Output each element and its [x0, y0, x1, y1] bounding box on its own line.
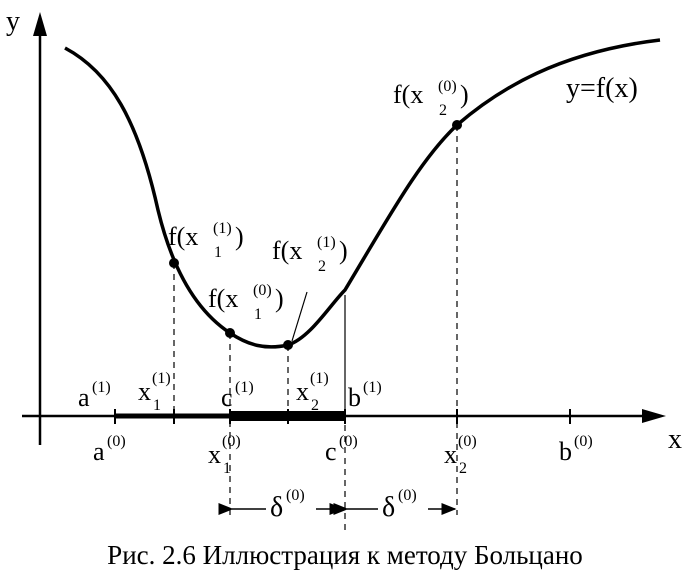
svg-text:(1): (1) — [235, 379, 254, 396]
svg-text:f(x: f(x — [208, 284, 238, 313]
label-x2-1: x (1) 2 — [296, 370, 329, 414]
svg-text:2: 2 — [439, 102, 447, 119]
label-f-x2-0: f(x (0) 2 ) — [393, 78, 469, 119]
svg-text:): ) — [235, 222, 244, 251]
point-f-x2-0 — [452, 120, 462, 130]
curve-label: y=f(x) — [566, 73, 638, 104]
svg-text:1: 1 — [153, 397, 161, 414]
svg-text:1: 1 — [223, 460, 231, 477]
svg-text:(1): (1) — [152, 370, 171, 387]
svg-text:2: 2 — [318, 258, 326, 275]
svg-text:δ: δ — [382, 492, 395, 523]
svg-text:c: c — [221, 383, 233, 412]
svg-text:2: 2 — [311, 397, 319, 414]
svg-text:(1): (1) — [317, 234, 336, 251]
svg-text:c: c — [325, 437, 337, 466]
svg-text:f(x: f(x — [168, 222, 198, 251]
svg-text:1: 1 — [214, 244, 222, 261]
svg-text:b: b — [559, 437, 572, 466]
svg-text:): ) — [460, 80, 469, 109]
x-axis-label: x — [668, 424, 682, 455]
point-f-x1-1 — [169, 258, 179, 268]
label-f-x1-1: f(x (1) 1 ) — [168, 220, 244, 261]
leader-f-x2-1 — [291, 291, 308, 342]
point-f-x1-0 — [225, 328, 235, 338]
projection-lines — [173, 125, 458, 530]
x-axis-arrow-icon — [642, 409, 666, 423]
label-c1: c (1) — [221, 379, 254, 412]
label-x2-0: x (0) 2 — [444, 433, 477, 477]
svg-text:(1): (1) — [363, 379, 382, 396]
y-axis-arrow-icon — [33, 12, 47, 36]
svg-text:(0): (0) — [107, 433, 126, 450]
svg-text:f(x: f(x — [393, 80, 423, 109]
label-x1-0: x (0) 1 — [208, 433, 241, 477]
svg-text:2: 2 — [459, 460, 467, 477]
svg-text:): ) — [339, 236, 348, 265]
svg-text:x: x — [444, 440, 457, 469]
svg-text:x: x — [208, 440, 221, 469]
figure-caption: Рис. 2.6 Иллюстрация к методу Больцано — [107, 540, 583, 570]
label-delta-left: δ (0) — [270, 487, 305, 523]
svg-text:x: x — [138, 377, 151, 406]
svg-text:(0): (0) — [339, 433, 358, 450]
label-c0: c (0) — [325, 433, 358, 466]
label-x1-1: x (1) 1 — [138, 370, 171, 414]
label-a1: a (1) — [78, 379, 111, 412]
delta-left-label-bg — [266, 486, 316, 520]
svg-text:x: x — [296, 377, 309, 406]
svg-text:1: 1 — [254, 306, 262, 323]
svg-text:(0): (0) — [286, 487, 305, 504]
svg-text:(1): (1) — [310, 370, 329, 387]
svg-text:δ: δ — [270, 492, 283, 523]
label-delta-right: δ (0) — [382, 487, 417, 523]
function-curve — [64, 38, 661, 349]
svg-text:a: a — [93, 437, 105, 466]
svg-text:f(x: f(x — [272, 236, 302, 265]
svg-text:a: a — [78, 383, 90, 412]
svg-text:(0): (0) — [574, 433, 593, 450]
svg-text:b: b — [348, 383, 361, 412]
svg-text:(0): (0) — [222, 433, 241, 450]
svg-text:(0): (0) — [458, 433, 477, 450]
label-b0: b (0) — [559, 433, 593, 466]
label-f-x2-1: f(x (1) 2 ) — [272, 234, 348, 275]
svg-text:(0): (0) — [438, 78, 457, 95]
y-axis-label: y — [6, 6, 20, 37]
label-a0: a (0) — [93, 433, 126, 466]
point-f-x2-1 — [283, 340, 293, 350]
delta-right-label-bg — [378, 486, 428, 520]
svg-text:(1): (1) — [213, 220, 232, 237]
svg-text:(1): (1) — [92, 379, 111, 396]
svg-text:(0): (0) — [398, 487, 417, 504]
svg-text:(0): (0) — [253, 282, 272, 299]
label-b1: b (1) — [348, 379, 382, 412]
svg-text:): ) — [275, 284, 284, 313]
label-f-x1-0: f(x (0) 1 ) — [208, 282, 284, 323]
